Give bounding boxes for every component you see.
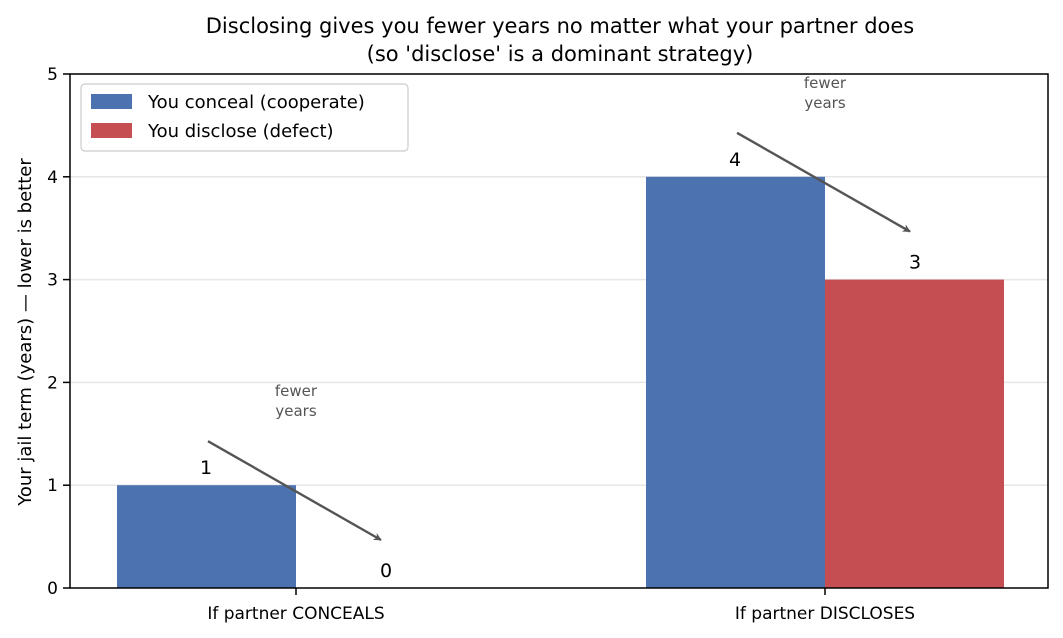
annotation-text: years [804, 94, 845, 112]
data-label: 1 [200, 457, 212, 479]
y-tick-label: 5 [47, 65, 58, 85]
bar [646, 176, 825, 589]
legend: You conceal (cooperate) You disclose (def… [80, 83, 409, 152]
legend-swatch [91, 123, 132, 138]
y-tick-label: 4 [47, 168, 58, 188]
annotation-text: years [275, 402, 316, 420]
annotation-text: fewer [804, 74, 847, 92]
legend-entry: You conceal (cooperate) [147, 92, 365, 113]
chart-title-line1: Disclosing gives you fewer years no matt… [206, 14, 915, 38]
data-label: 4 [729, 149, 741, 171]
annotation-text: fewer [275, 382, 318, 400]
data-label: 3 [909, 252, 921, 274]
axes: 0 1 2 3 4 5 If partner CONCEALS If partner DISC… [47, 65, 1049, 624]
annotation-arrow [736, 131, 911, 233]
y-axis-label: Your jail term (years) — lower is better [15, 158, 36, 507]
legend-entry: You disclose (defect) [147, 121, 334, 142]
annotations: fewer years fewer years [207, 74, 911, 542]
y-tick-label: 3 [47, 271, 58, 291]
y-tick-label: 0 [47, 579, 58, 599]
bar [825, 279, 1004, 588]
annotation-arrow [207, 440, 382, 542]
data-label: 0 [380, 560, 392, 582]
bar [117, 485, 296, 588]
legend-box [80, 83, 409, 152]
plot-frame [69, 73, 1049, 589]
legend-swatch [91, 94, 132, 109]
x-tick-label: If partner DISCLOSES [735, 604, 915, 624]
y-tick-label: 2 [47, 373, 58, 393]
chart-title-line2: (so 'disclose' is a dominant strategy) [367, 42, 754, 66]
x-tick-label: If partner CONCEALS [207, 604, 384, 624]
y-tick-label: 1 [47, 476, 58, 496]
bars: 1 4 0 3 [117, 149, 1004, 589]
